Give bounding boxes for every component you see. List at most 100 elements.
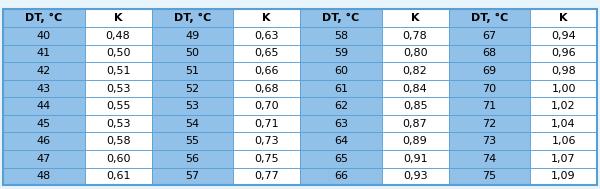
FancyBboxPatch shape <box>3 9 85 27</box>
Text: 1,07: 1,07 <box>551 154 576 164</box>
Text: 0,58: 0,58 <box>106 136 130 146</box>
Text: 0,75: 0,75 <box>254 154 279 164</box>
Text: 44: 44 <box>37 101 51 111</box>
FancyBboxPatch shape <box>300 80 382 97</box>
Text: 75: 75 <box>482 171 496 181</box>
FancyBboxPatch shape <box>382 9 449 27</box>
Text: 0,61: 0,61 <box>106 171 130 181</box>
Text: 48: 48 <box>37 171 51 181</box>
Text: 64: 64 <box>334 136 348 146</box>
Text: 0,71: 0,71 <box>254 119 279 129</box>
Text: 42: 42 <box>37 66 51 76</box>
Text: 1,04: 1,04 <box>551 119 576 129</box>
FancyBboxPatch shape <box>151 27 233 45</box>
FancyBboxPatch shape <box>530 27 597 45</box>
Text: 52: 52 <box>185 84 199 94</box>
Text: K: K <box>114 13 122 23</box>
Text: 0,80: 0,80 <box>403 48 427 58</box>
FancyBboxPatch shape <box>151 132 233 150</box>
FancyBboxPatch shape <box>85 9 151 27</box>
FancyBboxPatch shape <box>233 150 300 168</box>
FancyBboxPatch shape <box>449 115 530 132</box>
FancyBboxPatch shape <box>300 132 382 150</box>
FancyBboxPatch shape <box>3 62 85 80</box>
FancyBboxPatch shape <box>449 150 530 168</box>
FancyBboxPatch shape <box>382 97 449 115</box>
FancyBboxPatch shape <box>233 132 300 150</box>
Text: 0,65: 0,65 <box>254 48 279 58</box>
FancyBboxPatch shape <box>85 27 151 45</box>
Text: 0,70: 0,70 <box>254 101 279 111</box>
FancyBboxPatch shape <box>449 132 530 150</box>
FancyBboxPatch shape <box>300 45 382 62</box>
FancyBboxPatch shape <box>530 115 597 132</box>
Text: 0,93: 0,93 <box>403 171 427 181</box>
Text: 1,00: 1,00 <box>551 84 576 94</box>
FancyBboxPatch shape <box>382 132 449 150</box>
FancyBboxPatch shape <box>382 80 449 97</box>
Text: 0,53: 0,53 <box>106 84 130 94</box>
FancyBboxPatch shape <box>85 168 151 185</box>
Text: 0,82: 0,82 <box>403 66 427 76</box>
Text: 45: 45 <box>37 119 51 129</box>
FancyBboxPatch shape <box>449 9 530 27</box>
Text: K: K <box>262 13 271 23</box>
Text: 0,89: 0,89 <box>403 136 427 146</box>
Text: 0,63: 0,63 <box>254 31 279 41</box>
FancyBboxPatch shape <box>300 62 382 80</box>
FancyBboxPatch shape <box>151 115 233 132</box>
Text: 0,55: 0,55 <box>106 101 130 111</box>
FancyBboxPatch shape <box>233 80 300 97</box>
FancyBboxPatch shape <box>382 168 449 185</box>
Text: 60: 60 <box>334 66 348 76</box>
Text: DT, °C: DT, °C <box>471 13 508 23</box>
FancyBboxPatch shape <box>3 97 85 115</box>
Text: 0,84: 0,84 <box>403 84 427 94</box>
FancyBboxPatch shape <box>151 168 233 185</box>
Text: 72: 72 <box>482 119 496 129</box>
FancyBboxPatch shape <box>151 45 233 62</box>
Text: 0,91: 0,91 <box>403 154 427 164</box>
FancyBboxPatch shape <box>151 97 233 115</box>
Text: 0,60: 0,60 <box>106 154 130 164</box>
Text: 62: 62 <box>334 101 348 111</box>
FancyBboxPatch shape <box>300 150 382 168</box>
FancyBboxPatch shape <box>233 27 300 45</box>
FancyBboxPatch shape <box>233 115 300 132</box>
FancyBboxPatch shape <box>85 150 151 168</box>
Text: 1,02: 1,02 <box>551 101 576 111</box>
FancyBboxPatch shape <box>3 150 85 168</box>
Text: 74: 74 <box>482 154 496 164</box>
Text: 0,87: 0,87 <box>403 119 427 129</box>
Text: 71: 71 <box>482 101 496 111</box>
Text: 68: 68 <box>482 48 496 58</box>
Text: 0,48: 0,48 <box>106 31 130 41</box>
Text: 63: 63 <box>334 119 348 129</box>
Text: 61: 61 <box>334 84 348 94</box>
FancyBboxPatch shape <box>530 97 597 115</box>
Text: 56: 56 <box>185 154 199 164</box>
FancyBboxPatch shape <box>382 27 449 45</box>
FancyBboxPatch shape <box>530 168 597 185</box>
Text: 46: 46 <box>37 136 51 146</box>
Text: 1,09: 1,09 <box>551 171 576 181</box>
FancyBboxPatch shape <box>449 168 530 185</box>
FancyBboxPatch shape <box>3 115 85 132</box>
Text: 0,53: 0,53 <box>106 119 130 129</box>
FancyBboxPatch shape <box>300 27 382 45</box>
FancyBboxPatch shape <box>3 45 85 62</box>
FancyBboxPatch shape <box>449 45 530 62</box>
Text: 0,73: 0,73 <box>254 136 279 146</box>
FancyBboxPatch shape <box>382 45 449 62</box>
Text: DT, °C: DT, °C <box>25 13 62 23</box>
Text: 49: 49 <box>185 31 199 41</box>
FancyBboxPatch shape <box>233 45 300 62</box>
FancyBboxPatch shape <box>382 62 449 80</box>
Text: DT, °C: DT, °C <box>322 13 359 23</box>
FancyBboxPatch shape <box>233 97 300 115</box>
FancyBboxPatch shape <box>151 62 233 80</box>
Text: 58: 58 <box>334 31 348 41</box>
FancyBboxPatch shape <box>233 62 300 80</box>
FancyBboxPatch shape <box>530 9 597 27</box>
FancyBboxPatch shape <box>382 150 449 168</box>
